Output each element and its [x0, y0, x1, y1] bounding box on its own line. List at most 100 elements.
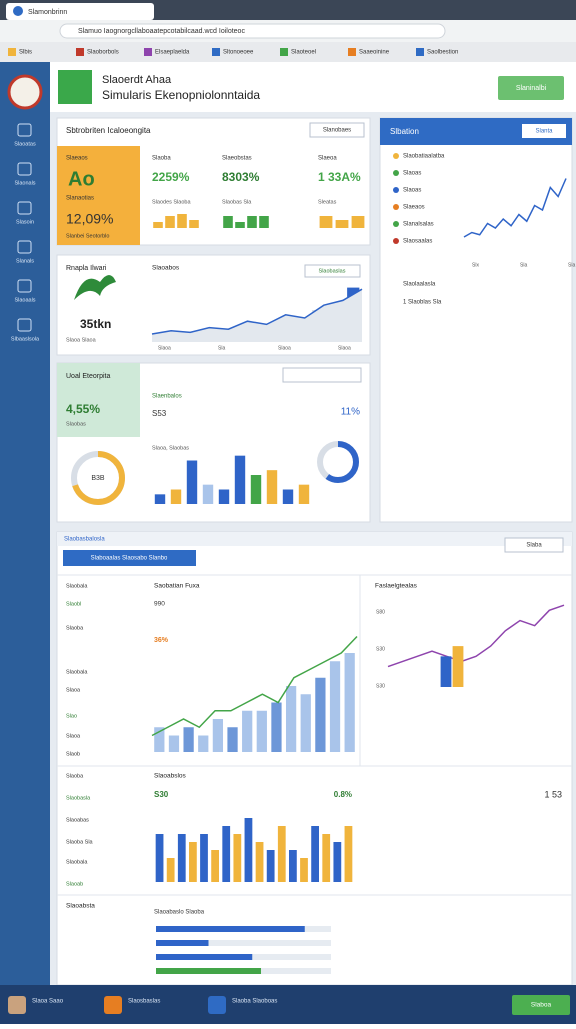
bookmark[interactable]: Slaoborbols: [87, 50, 119, 56]
station-button[interactable]: [522, 124, 566, 138]
row-label: Slaobala: [66, 583, 88, 589]
bar: [440, 656, 452, 687]
button-label[interactable]: Slaboa: [531, 1002, 552, 1009]
row-label: Slaoba: [66, 625, 84, 631]
header-button[interactable]: [498, 76, 564, 100]
bar: [186, 460, 198, 504]
logo[interactable]: [7, 74, 43, 110]
line: [151, 288, 363, 335]
label: Slaobas: [66, 421, 86, 427]
bookmark[interactable]: Slbis: [19, 50, 32, 56]
row-label: Slao: [66, 713, 77, 719]
menu-label[interactable]: Slanobaes: [323, 128, 351, 134]
button-label[interactable]: Slanta: [535, 129, 553, 135]
list-item[interactable]: Slaeaos: [403, 205, 425, 211]
sidebar-item[interactable]: Slbaaslsola: [11, 336, 40, 342]
taskbar: [0, 985, 576, 1024]
x-label: Sla: [520, 262, 527, 268]
url-box[interactable]: [59, 23, 446, 39]
sidebar-icon[interactable]: [17, 123, 32, 137]
button-label: Slaninalbi: [516, 85, 547, 92]
station-panel: [379, 117, 573, 523]
list-dot: [393, 204, 399, 210]
bar: [155, 834, 164, 882]
menu[interactable]: [309, 122, 365, 138]
row-label: Slaoba: [66, 773, 84, 779]
taskbar-icon[interactable]: [104, 996, 122, 1014]
sidebar-icon[interactable]: [17, 318, 32, 332]
bar: [177, 834, 186, 882]
tab-label[interactable]: Slaobasbalosla: [64, 537, 105, 543]
bar: [168, 735, 180, 752]
progress-track: [156, 940, 331, 946]
brand-logo: [74, 275, 116, 300]
taskbar-icon[interactable]: [208, 996, 226, 1014]
list-item[interactable]: Slaoas: [403, 171, 421, 177]
row-label: Slaobl: [66, 601, 81, 607]
bar: [154, 727, 165, 752]
list-item[interactable]: Slaosaalas: [403, 239, 432, 245]
sidebar-icon[interactable]: [17, 240, 32, 254]
row-label: Slaobasla: [66, 795, 91, 801]
sidebar-item[interactable]: Slaonals: [14, 180, 35, 186]
list-item[interactable]: Slanalsalas: [403, 222, 434, 228]
sidebar-icon[interactable]: [17, 201, 32, 215]
bar: [154, 494, 166, 504]
bookmark-icon: [212, 48, 220, 56]
sidebar-item[interactable]: Slaoatas: [14, 141, 36, 147]
bar: [452, 646, 464, 687]
taskbar-icon[interactable]: [8, 996, 26, 1014]
bookmark[interactable]: Saolbestion: [427, 50, 458, 56]
donut-label: B3B: [91, 475, 105, 482]
bookmark[interactable]: Sltonoeoee: [223, 50, 254, 56]
row-label: Slaob: [66, 751, 80, 757]
line: [463, 178, 567, 238]
row-label: Slaoabas: [66, 817, 89, 823]
label: Sleatas: [318, 199, 337, 205]
bar: [259, 216, 269, 228]
header: [50, 62, 576, 112]
bookmark[interactable]: Slaoteoel: [291, 50, 316, 56]
taskbar-item[interactable]: Slaoa Saao: [32, 999, 64, 1005]
bar: [189, 842, 197, 882]
bar: [234, 455, 246, 504]
bar: [333, 842, 342, 882]
bookmark[interactable]: Saaeoinine: [359, 50, 390, 56]
report-action[interactable]: [504, 537, 564, 553]
bar: [277, 826, 286, 882]
button-label: Slaboaalas Slaosabo Slanbo: [91, 556, 168, 562]
label: Saobatian Fuxa: [154, 583, 200, 590]
list-item[interactable]: Slaoas: [403, 188, 421, 194]
bookmark[interactable]: Elsaeplaelda: [155, 50, 190, 56]
list-item[interactable]: Slaobatiaalatba: [403, 154, 445, 160]
usage-input[interactable]: [282, 367, 362, 383]
taskbar-item[interactable]: Slaoba Slaoboas: [232, 999, 277, 1005]
sidebar-item[interactable]: Slasoin: [16, 219, 34, 225]
tab[interactable]: [6, 3, 154, 20]
stat-value: 2259%: [152, 170, 190, 184]
summary-card: [57, 146, 140, 245]
sidebar-item[interactable]: Slaoaals: [14, 297, 35, 303]
bar: [165, 216, 175, 228]
sidebar-icon[interactable]: [17, 162, 32, 176]
bar: [256, 710, 267, 752]
donut-arc: [317, 441, 359, 483]
bar: [235, 222, 245, 228]
bar: [227, 727, 238, 752]
label: Slaoba: [152, 156, 171, 162]
donut-arc: [71, 451, 125, 505]
header-title: Slaoerdt Ahaa: [102, 74, 172, 86]
bar: [250, 475, 262, 504]
list-dot: [393, 170, 399, 176]
panel-title: Sbtrobriten Icaloeongita: [66, 126, 151, 135]
bookmark-icon: [8, 48, 16, 56]
sidebar-icon[interactable]: [17, 279, 32, 293]
label: S53: [152, 409, 167, 418]
taskbar-item[interactable]: Slaosbaslas: [128, 999, 160, 1005]
taskbar-button[interactable]: [512, 995, 570, 1015]
report-button[interactable]: [63, 550, 196, 566]
label: 0.8%: [334, 790, 352, 799]
stat-value: 8303%: [222, 170, 260, 184]
sidebar-item[interactable]: Slanals: [16, 258, 34, 264]
panel-title: Slbation: [390, 127, 419, 136]
